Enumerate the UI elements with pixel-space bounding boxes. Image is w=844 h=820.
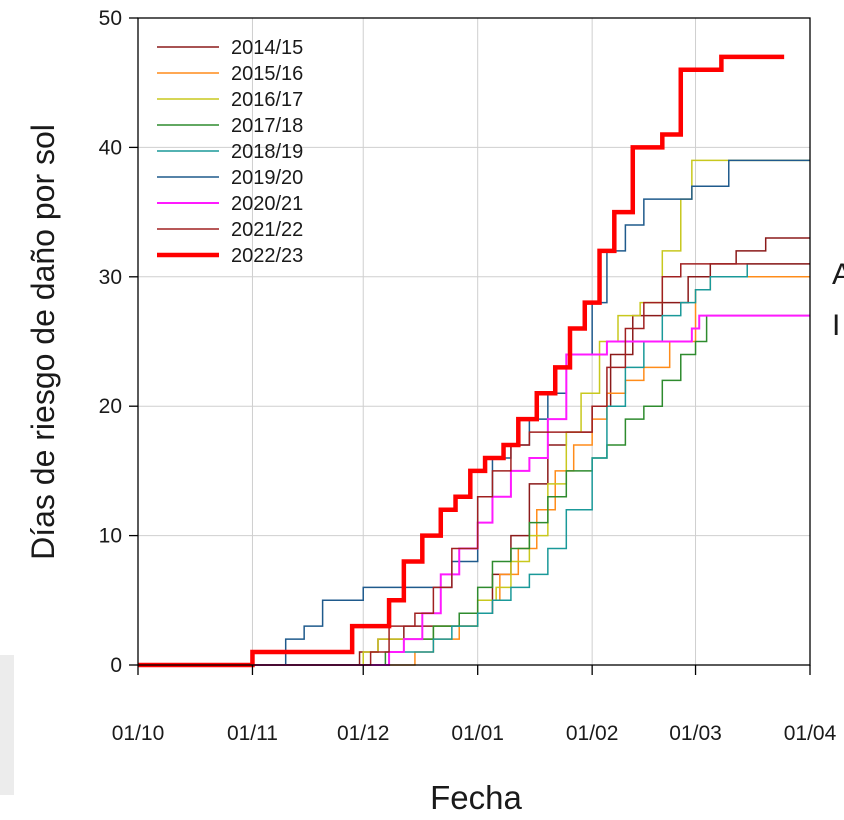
series-line-2018-19 [138, 263, 810, 666]
x-tick-label: 01/12 [337, 722, 390, 745]
legend-label: 2014/15 [231, 37, 303, 59]
x-tick-label: 01/04 [784, 722, 837, 745]
legend-label: 2019/20 [231, 167, 303, 189]
legend-label: 2022/23 [231, 245, 303, 267]
series-line-2022-23 [138, 54, 785, 668]
legend-label: 2017/18 [231, 115, 303, 137]
x-tick-label: 01/01 [451, 722, 504, 745]
x-tick-label: 01/11 [227, 722, 278, 745]
y-tick-label: 30 [99, 266, 122, 289]
legend-label: 2020/21 [231, 193, 303, 215]
y-axis-label: Días de riesgo de daño por sol [25, 124, 61, 560]
legend-label: 2015/16 [231, 63, 303, 85]
cropped-text-fragment: I [832, 309, 841, 342]
y-tick-label: 0 [110, 654, 122, 677]
y-tick-label: 10 [99, 525, 122, 548]
plot-frame [137, 17, 811, 666]
series-line-2014-15 [138, 237, 810, 666]
legend-label: 2021/22 [231, 219, 303, 241]
x-tick-label: 01/10 [112, 722, 165, 745]
series-line-2021-22 [138, 263, 810, 666]
left-edge-strip [0, 655, 14, 795]
legend-label: 2016/17 [231, 89, 303, 111]
x-axis-label: Fecha [430, 779, 522, 815]
y-tick-label: 50 [99, 7, 122, 30]
y-tick-label: 40 [99, 136, 122, 159]
legend-label: 2018/19 [231, 141, 303, 163]
cropped-text-fragment: A [832, 258, 844, 291]
x-tick-label: 01/03 [669, 722, 722, 745]
x-tick-label: 01/02 [566, 722, 619, 745]
series-line-2017-18 [138, 314, 810, 666]
y-tick-label: 20 [99, 395, 122, 418]
